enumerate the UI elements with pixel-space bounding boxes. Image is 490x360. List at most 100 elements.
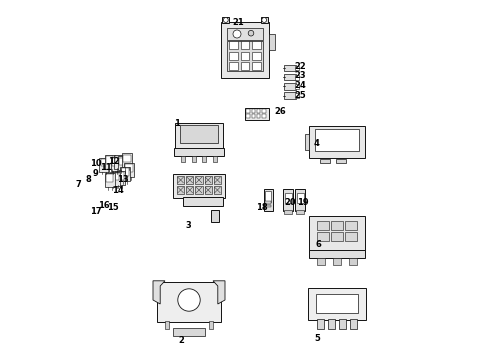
Bar: [241, 62, 249, 70]
Text: 11: 11: [100, 163, 112, 172]
Bar: [284, 74, 296, 80]
Bar: [211, 210, 219, 222]
Bar: [196, 176, 202, 184]
Bar: [192, 156, 196, 162]
Bar: [114, 154, 124, 168]
Bar: [214, 186, 221, 194]
Bar: [251, 109, 255, 113]
Bar: [350, 319, 357, 329]
Bar: [111, 157, 120, 171]
Text: 19: 19: [297, 198, 309, 207]
Bar: [116, 171, 125, 185]
Text: 26: 26: [274, 108, 286, 117]
Bar: [122, 168, 128, 176]
Bar: [173, 174, 225, 198]
Polygon shape: [153, 281, 165, 304]
Bar: [241, 51, 249, 60]
Bar: [227, 41, 263, 71]
Bar: [345, 221, 357, 230]
Circle shape: [233, 30, 241, 38]
Bar: [297, 193, 304, 203]
Bar: [317, 258, 325, 265]
Bar: [196, 186, 202, 194]
Bar: [186, 176, 194, 184]
Bar: [296, 210, 304, 214]
Bar: [229, 41, 238, 49]
Bar: [252, 51, 261, 60]
Bar: [116, 156, 122, 163]
Bar: [245, 108, 269, 120]
Bar: [111, 173, 119, 180]
Text: 17: 17: [90, 207, 102, 216]
Bar: [309, 126, 365, 158]
Bar: [318, 233, 329, 241]
Bar: [308, 288, 366, 320]
Bar: [333, 258, 342, 265]
Bar: [205, 186, 212, 194]
Bar: [266, 201, 271, 204]
Bar: [309, 251, 365, 258]
Bar: [316, 294, 358, 313]
Bar: [177, 186, 184, 194]
Bar: [284, 93, 296, 99]
Bar: [348, 258, 357, 265]
Bar: [266, 204, 271, 207]
Bar: [285, 193, 292, 203]
Bar: [214, 176, 221, 184]
Bar: [295, 66, 299, 71]
Text: 18: 18: [256, 203, 268, 212]
Bar: [309, 216, 365, 252]
Circle shape: [178, 289, 200, 311]
Bar: [261, 17, 268, 23]
Text: 20: 20: [285, 198, 296, 207]
Bar: [345, 233, 357, 241]
Bar: [117, 172, 124, 180]
Bar: [283, 189, 293, 211]
Bar: [122, 153, 132, 167]
Text: 1: 1: [174, 119, 180, 128]
Text: 13: 13: [117, 175, 129, 184]
Bar: [257, 114, 260, 118]
Bar: [106, 156, 113, 163]
Bar: [221, 22, 269, 78]
Bar: [295, 189, 305, 211]
Bar: [331, 221, 343, 230]
Bar: [173, 328, 205, 336]
Bar: [177, 176, 184, 184]
Bar: [112, 158, 119, 166]
Bar: [252, 41, 261, 49]
Bar: [284, 83, 296, 90]
Bar: [315, 129, 359, 151]
Bar: [124, 163, 134, 177]
Bar: [252, 62, 261, 70]
Bar: [106, 174, 113, 181]
Bar: [165, 321, 170, 329]
Bar: [175, 123, 223, 149]
Bar: [295, 84, 299, 89]
Text: 24: 24: [294, 81, 306, 90]
Bar: [174, 148, 224, 156]
Text: 12: 12: [108, 157, 120, 166]
Text: 23: 23: [294, 72, 306, 81]
Polygon shape: [213, 281, 225, 304]
Bar: [246, 114, 250, 118]
Bar: [336, 159, 346, 163]
Circle shape: [223, 18, 228, 22]
Text: 22: 22: [294, 62, 306, 71]
Bar: [331, 233, 343, 241]
Text: 9: 9: [93, 170, 98, 179]
Bar: [320, 159, 330, 163]
Bar: [157, 282, 221, 322]
Bar: [180, 125, 218, 143]
Bar: [257, 109, 260, 113]
Bar: [339, 319, 346, 329]
Bar: [246, 109, 250, 113]
Text: 14: 14: [112, 186, 124, 195]
Bar: [305, 134, 309, 150]
Bar: [265, 191, 271, 202]
Bar: [295, 75, 299, 80]
Text: 8: 8: [85, 175, 91, 184]
Bar: [186, 186, 194, 194]
Text: 10: 10: [90, 159, 101, 168]
Bar: [241, 41, 249, 49]
